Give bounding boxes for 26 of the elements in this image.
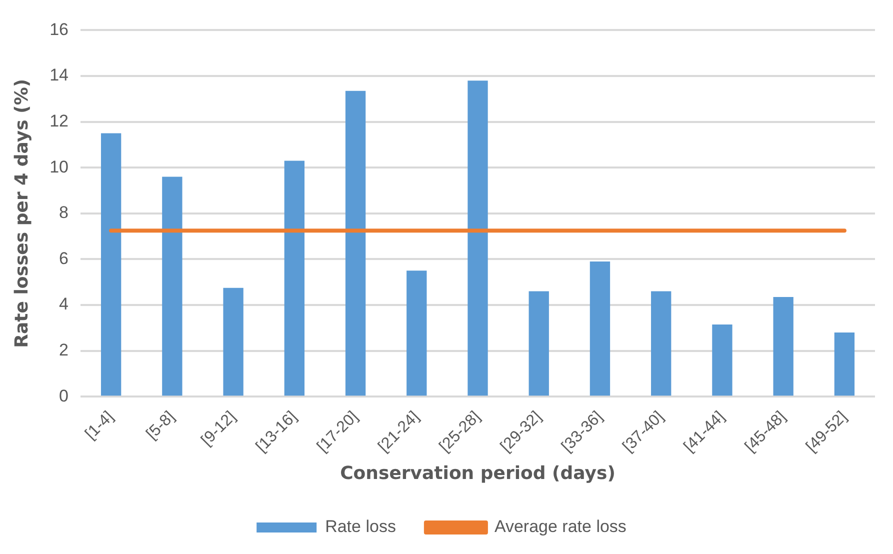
y-tick-label: 10	[50, 157, 69, 176]
legend-label: Rate loss	[325, 517, 396, 536]
bar	[773, 296, 794, 396]
bar	[345, 90, 366, 396]
y-axis-title: Rate losses per 4 days (%)	[11, 78, 32, 348]
bar	[406, 270, 427, 396]
y-tick-label: 8	[59, 203, 69, 222]
bar	[712, 324, 732, 396]
bar	[651, 291, 672, 396]
y-tick-label: 6	[59, 248, 69, 268]
y-tick-label: 16	[50, 20, 69, 39]
legend-label: Average rate loss	[494, 517, 626, 536]
y-tick-label: 2	[59, 340, 69, 360]
y-tick-label: 0	[59, 386, 69, 406]
x-axis-title: Conservation period (days)	[340, 462, 616, 484]
bar	[834, 332, 855, 396]
bar	[528, 291, 549, 396]
bar	[468, 80, 488, 396]
bar	[100, 133, 122, 396]
bar	[590, 261, 610, 396]
y-tick-label: 4	[59, 294, 69, 314]
bar	[284, 160, 304, 396]
y-tick-label: 12	[50, 111, 69, 130]
bar	[223, 288, 244, 396]
y-tick-label: 14	[50, 66, 69, 85]
bar	[162, 176, 182, 396]
